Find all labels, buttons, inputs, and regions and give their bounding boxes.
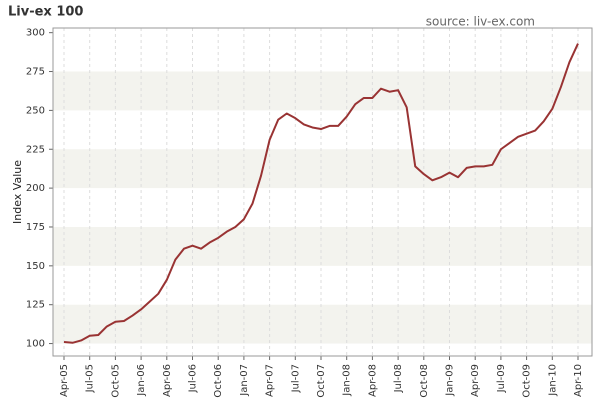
x-tick-label: Jan-10 [547,364,558,397]
x-tick-label: Jul-07 [290,364,301,393]
x-tick-label: Oct-05 [110,364,121,398]
x-tick-label: Oct-07 [316,364,327,398]
x-tick-label: Jul-06 [188,364,199,393]
y-tick-label: 275 [26,67,45,78]
band [53,149,592,189]
x-tick-label: Apr-09 [470,364,481,397]
x-tick-label: Apr-10 [573,364,584,397]
x-tick-label: Jan-08 [342,364,353,397]
y-tick-label: 100 [26,339,45,350]
y-tick-label: 175 [26,222,45,233]
y-tick-label: 200 [26,183,45,194]
band [53,304,592,344]
x-tick-label: Jan-07 [239,364,250,397]
x-tick-label: Apr-07 [265,364,276,397]
y-tick-label: 250 [26,105,45,116]
x-tick-label: Oct-09 [522,364,533,398]
source: source: liv-ex.com [426,15,535,29]
y-axis-label: Index Value [11,160,24,224]
plot-border [52,27,593,357]
x-tick-label: Apr-08 [367,364,378,397]
band [53,71,592,111]
y-tick-label: 225 [26,144,45,155]
x-tick-label: Oct-06 [213,364,224,398]
x-tick-label: Jul-09 [496,364,507,393]
x-tick-label: Oct-08 [419,364,430,398]
y-tick-label: 150 [26,261,45,272]
band [53,226,592,266]
chart-title: Liv-ex 100 [8,5,83,20]
x-tick-label: Jul-05 [85,364,96,393]
x-tick-label: Apr-06 [162,364,173,397]
y-tick-label: 125 [26,300,45,311]
x-tick-label: Jul-08 [393,364,404,393]
x-tick-label: Jan-06 [136,364,147,397]
x-tick-label: Apr-05 [59,364,70,397]
x-tick-label: Jan-09 [445,364,456,397]
line [63,43,579,344]
y-tick-label: 300 [26,28,45,39]
